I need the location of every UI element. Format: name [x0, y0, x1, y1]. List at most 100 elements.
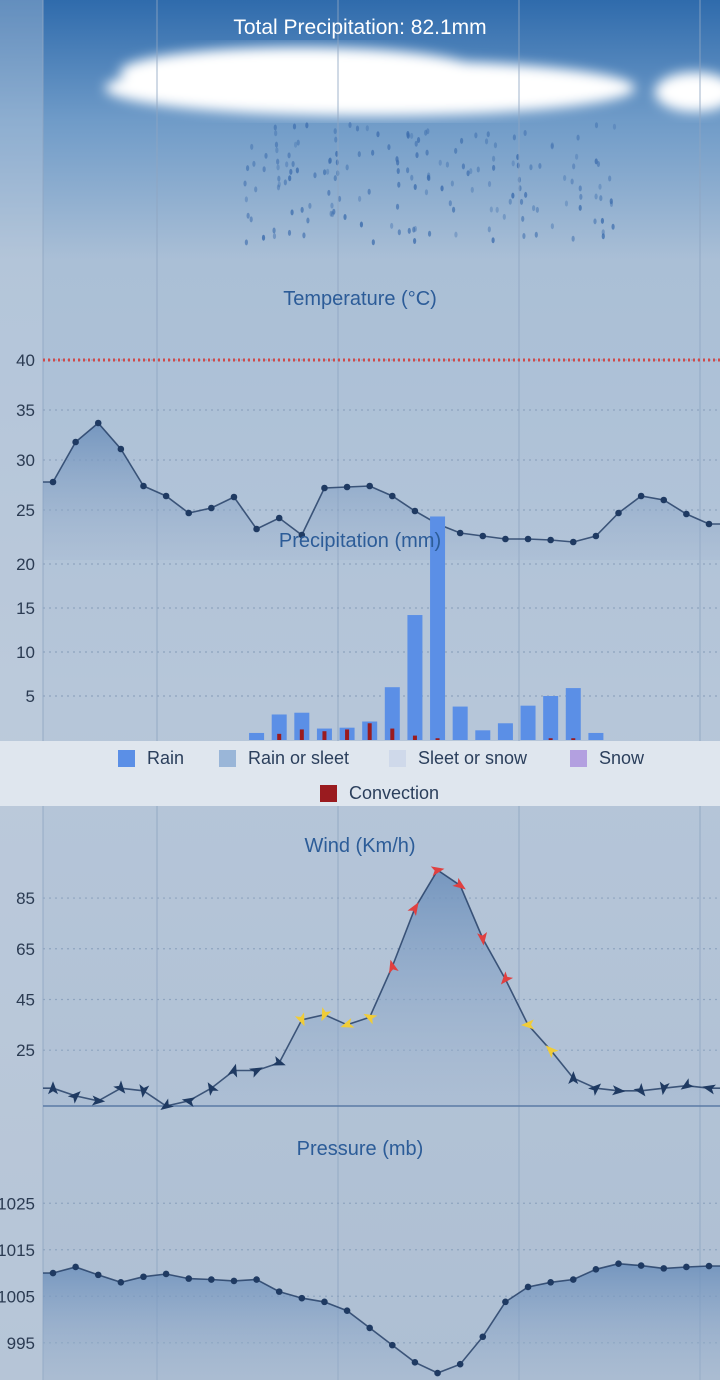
temperature-chart: 40 35 30 25 — [16, 351, 720, 560]
raindrop — [296, 139, 300, 146]
wind-direction-arrow — [294, 1012, 305, 1027]
wind-direction-arrow — [659, 1081, 670, 1096]
pressure-point — [366, 1324, 373, 1332]
convection-bar — [548, 738, 553, 740]
raindrop — [594, 158, 598, 165]
temperature-point — [592, 532, 600, 540]
wind-direction-arrow — [407, 902, 419, 916]
precipitation-bar — [430, 516, 446, 740]
precipitation-bar — [294, 712, 310, 740]
wind-direction-arrow — [430, 866, 445, 877]
legend-sleet-or-snow-swatch — [389, 750, 406, 767]
wind-direction-arrow — [139, 1084, 150, 1098]
convection-bar — [571, 738, 576, 740]
wind-direction-arrow — [160, 1098, 174, 1111]
raindrop — [492, 164, 496, 171]
temperature-point — [502, 535, 509, 543]
temperature-point — [162, 492, 170, 500]
wind-direction-arrow — [389, 959, 399, 974]
raindrop — [395, 203, 400, 210]
convection-bar — [390, 728, 395, 740]
legend-convection-label: Convection — [349, 783, 440, 803]
raindrop — [519, 198, 524, 205]
pressure-point — [185, 1275, 193, 1282]
pressure-series-line — [43, 1262, 720, 1374]
raindrop — [245, 165, 250, 172]
raindrop — [572, 163, 576, 170]
raindrop — [601, 233, 605, 240]
temperature-point — [321, 484, 328, 492]
raindrop — [427, 230, 432, 237]
pressure-point — [479, 1333, 487, 1341]
temperature-point — [72, 438, 79, 446]
raindrop — [274, 130, 278, 137]
legend-rain-or-sleet-swatch — [219, 750, 236, 767]
temperature-point — [547, 536, 554, 544]
legend-rain: Rain — [118, 748, 184, 769]
temperature-point — [456, 529, 464, 537]
pressure-point — [208, 1276, 215, 1283]
wind-direction-arrow — [227, 1063, 238, 1078]
raindrop — [276, 164, 280, 171]
raindrop — [371, 149, 375, 156]
raindrop — [390, 222, 394, 229]
raindrop — [451, 206, 456, 213]
left-gutter — [0, 0, 43, 1380]
precipitation-bar — [497, 723, 513, 740]
pressure-point — [230, 1277, 238, 1285]
wind-area — [43, 870, 720, 1106]
raindrop — [454, 231, 458, 238]
pressure-point — [321, 1298, 328, 1306]
legend-rain-swatch — [118, 750, 135, 767]
total-precipitation-label: Total Precipitation: 82.1mm — [233, 16, 487, 39]
raindrop — [608, 175, 612, 182]
raindrop — [550, 223, 554, 230]
pressure-point — [411, 1359, 419, 1366]
raindrop — [502, 213, 506, 220]
pressure-point — [660, 1265, 668, 1272]
raindrop — [460, 137, 464, 144]
wind-direction-arrow — [340, 1018, 355, 1028]
wind-chart: 85 65 45 25 — [16, 866, 720, 1111]
temperature-point — [343, 483, 351, 491]
raindrop — [594, 122, 599, 129]
raindrop — [343, 213, 347, 220]
raindrop — [359, 221, 364, 228]
temperature-point — [49, 478, 57, 486]
raindrop — [243, 180, 247, 187]
raindrop — [521, 215, 525, 222]
pressure-title: Pressure (mb) — [296, 1138, 424, 1160]
raindrop — [302, 232, 306, 239]
temperature-tick-label: 40 — [16, 351, 35, 370]
raindrop — [358, 195, 362, 202]
raindrop — [410, 174, 414, 181]
pressure-point — [705, 1262, 713, 1270]
raindrop — [575, 153, 579, 160]
precipitation-bar — [543, 696, 559, 740]
temperature-series-line — [43, 421, 720, 543]
raindrop — [410, 132, 414, 139]
raindrop — [495, 206, 499, 213]
temperature-point — [94, 419, 102, 427]
raindrop — [337, 195, 342, 202]
precipitation-bar — [475, 730, 491, 740]
legend-sleet-or-snow: Sleet or snow — [389, 748, 527, 769]
raindrop — [593, 218, 597, 225]
convection-bar — [435, 738, 440, 740]
convection-bar — [412, 735, 417, 740]
temperature-tick-label: 35 — [16, 401, 35, 420]
legend-rain-label: Rain — [147, 748, 185, 768]
raindrop — [288, 175, 292, 182]
pressure-chart: 1025 1015 1005 995 — [0, 1194, 720, 1380]
raindrop — [413, 183, 417, 190]
raindrop — [511, 192, 515, 199]
temperature-point — [389, 492, 396, 500]
raindrop — [594, 193, 598, 200]
raindrop — [440, 185, 444, 192]
wind-direction-arrow — [181, 1097, 196, 1108]
pressure-point — [49, 1269, 57, 1277]
pressure-point — [343, 1307, 351, 1314]
temperature-point — [275, 514, 283, 522]
wind-direction-arrow — [452, 877, 466, 890]
pressure-point — [502, 1298, 509, 1306]
